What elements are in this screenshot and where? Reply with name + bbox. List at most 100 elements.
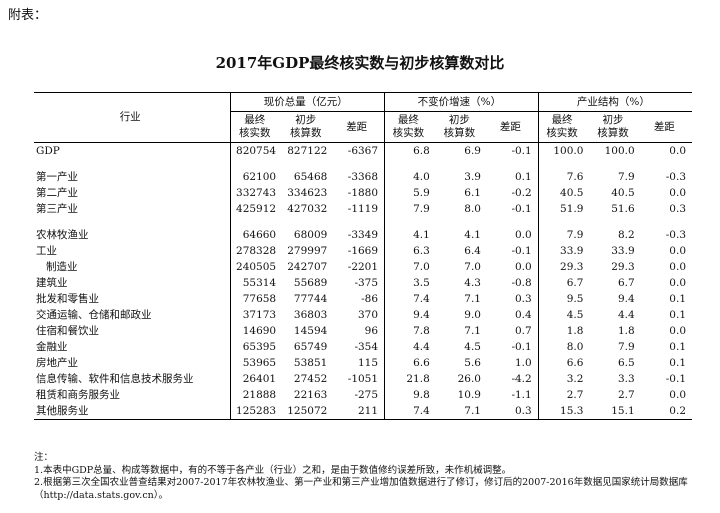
cell-value: -0.8 — [487, 275, 538, 291]
cell-value: 9.8 — [385, 387, 436, 403]
cell-value: 6.5 — [589, 355, 640, 371]
table-row: 批发和零售业 77658 77744 -86 7.4 7.1 0.3 9.5 9.4 0.1 — [34, 291, 692, 307]
cell-value: 3.2 — [538, 371, 589, 387]
table-row: 第二产业 332743 334623 -1880 5.9 6.1 -0.2 40.5 40.5 0… — [34, 185, 692, 201]
cell-value: 0.0 — [487, 227, 538, 243]
cell-value: 1.8 — [589, 323, 640, 339]
cell-value: -1880 — [333, 185, 384, 201]
industry-name: 批发和零售业 — [34, 291, 231, 307]
cell-value: 427032 — [282, 201, 333, 217]
cell-value: 4.5 — [538, 307, 589, 323]
table-title: 2017年GDP最终核实数与初步核算数对比 — [0, 52, 720, 73]
table-row: 信息传输、软件和信息技术服务业 26401 27452 -1051 21.8 26.0 -4… — [34, 371, 692, 387]
cell-value: 5.9 — [385, 185, 436, 201]
cell-value: 7.1 — [436, 323, 487, 339]
cell-value: 4.4 — [589, 307, 640, 323]
footnotes: 注： 1.本表中GDP总量、构成等数据中，有的不等于各产业（行业）之和，是由于数值… — [34, 452, 694, 502]
cell-value: -2201 — [333, 259, 384, 275]
cell-value: 55314 — [231, 275, 282, 291]
cell-value: 5.6 — [436, 355, 487, 371]
cell-value: 53965 — [231, 355, 282, 371]
cell-value: 7.9 — [385, 201, 436, 217]
industry-name: 建筑业 — [34, 275, 231, 291]
cell-value: 6.8 — [385, 143, 436, 160]
group-header-growth: 不变价增速（%） — [385, 93, 539, 112]
cell-value: 4.1 — [385, 227, 436, 243]
cell-value: 278328 — [231, 243, 282, 259]
cell-value: 26401 — [231, 371, 282, 387]
cell-value: 334623 — [282, 185, 333, 201]
subheader-final: 最终 核实数 — [231, 112, 282, 143]
cell-value: 125283 — [231, 403, 282, 420]
cell-value: 7.0 — [385, 259, 436, 275]
cell-value: 8.2 — [589, 227, 640, 243]
cell-value: -375 — [333, 275, 384, 291]
cell-value: 62100 — [231, 169, 282, 185]
cell-value: 7.1 — [436, 403, 487, 420]
cell-value: 40.5 — [589, 185, 640, 201]
cell-value: 100.0 — [589, 143, 640, 160]
cell-value: 33.9 — [538, 243, 589, 259]
cell-value: 7.9 — [538, 227, 589, 243]
cell-value: 0.0 — [641, 143, 692, 160]
cell-value: 6.6 — [385, 355, 436, 371]
cell-value: 820754 — [231, 143, 282, 160]
cell-value: 827122 — [282, 143, 333, 160]
subheader-final: 最终 核实数 — [385, 112, 436, 143]
cell-value: 0.0 — [641, 185, 692, 201]
cell-value: -4.2 — [487, 371, 538, 387]
cell-value: -0.3 — [641, 227, 692, 243]
cell-value: 240505 — [231, 259, 282, 275]
table-row: 租赁和商务服务业 21888 22163 -275 9.8 10.9 -1.1 2.7 2.7 0… — [34, 387, 692, 403]
cell-value: 0.1 — [487, 169, 538, 185]
cell-value: -1119 — [333, 201, 384, 217]
cell-value: 27452 — [282, 371, 333, 387]
table-row: 住宿和餐饮业 14690 14594 96 7.8 7.1 0.7 1.8 1.8 0.0 — [34, 323, 692, 339]
cell-value: 4.1 — [436, 227, 487, 243]
subheader-final: 最终 核实数 — [538, 112, 589, 143]
cell-value: 279997 — [282, 243, 333, 259]
cell-value: 425912 — [231, 201, 282, 217]
cell-value: 9.4 — [589, 291, 640, 307]
cell-value: -0.1 — [641, 371, 692, 387]
cell-value: -1669 — [333, 243, 384, 259]
subheader-preliminary: 初步 核算数 — [589, 112, 640, 143]
cell-value: 0.1 — [641, 339, 692, 355]
group-header-nominal: 现价总量（亿元） — [231, 93, 385, 112]
cell-value: 6.1 — [436, 185, 487, 201]
cell-value: -1051 — [333, 371, 384, 387]
cell-value: 8.0 — [436, 201, 487, 217]
cell-value: -1.1 — [487, 387, 538, 403]
industry-name: GDP — [34, 143, 231, 160]
cell-value: 115 — [333, 355, 384, 371]
cell-value: 65468 — [282, 169, 333, 185]
cell-value: 51.9 — [538, 201, 589, 217]
industry-header: 行业 — [34, 93, 231, 143]
cell-value: 51.6 — [589, 201, 640, 217]
industry-name: 住宿和餐饮业 — [34, 323, 231, 339]
cell-value: 8.0 — [538, 339, 589, 355]
cell-value: -0.1 — [487, 143, 538, 160]
cell-value: 3.3 — [589, 371, 640, 387]
cell-value: 0.0 — [641, 387, 692, 403]
cell-value: 37173 — [231, 307, 282, 323]
cell-value: -0.1 — [487, 339, 538, 355]
cell-value: 22163 — [282, 387, 333, 403]
cell-value: 0.4 — [487, 307, 538, 323]
industry-name: 第二产业 — [34, 185, 231, 201]
cell-value: 6.7 — [589, 275, 640, 291]
cell-value: 6.6 — [538, 355, 589, 371]
group-header-structure: 产业结构（%） — [538, 93, 692, 112]
cell-value: 33.9 — [589, 243, 640, 259]
cell-value: 0.0 — [641, 275, 692, 291]
spacer-row — [34, 159, 692, 169]
spacer-row — [34, 217, 692, 227]
industry-name: 农林牧渔业 — [34, 227, 231, 243]
note-line: 2.根据第三次全国农业普查结果对2007-2017年农林牧渔业、第一产业和第三产… — [34, 477, 694, 502]
subheader-difference: 差距 — [487, 112, 538, 143]
cell-value: 68009 — [282, 227, 333, 243]
cell-value: 0.0 — [641, 323, 692, 339]
cell-value: 4.4 — [385, 339, 436, 355]
cell-value: 65395 — [231, 339, 282, 355]
cell-value: 370 — [333, 307, 384, 323]
